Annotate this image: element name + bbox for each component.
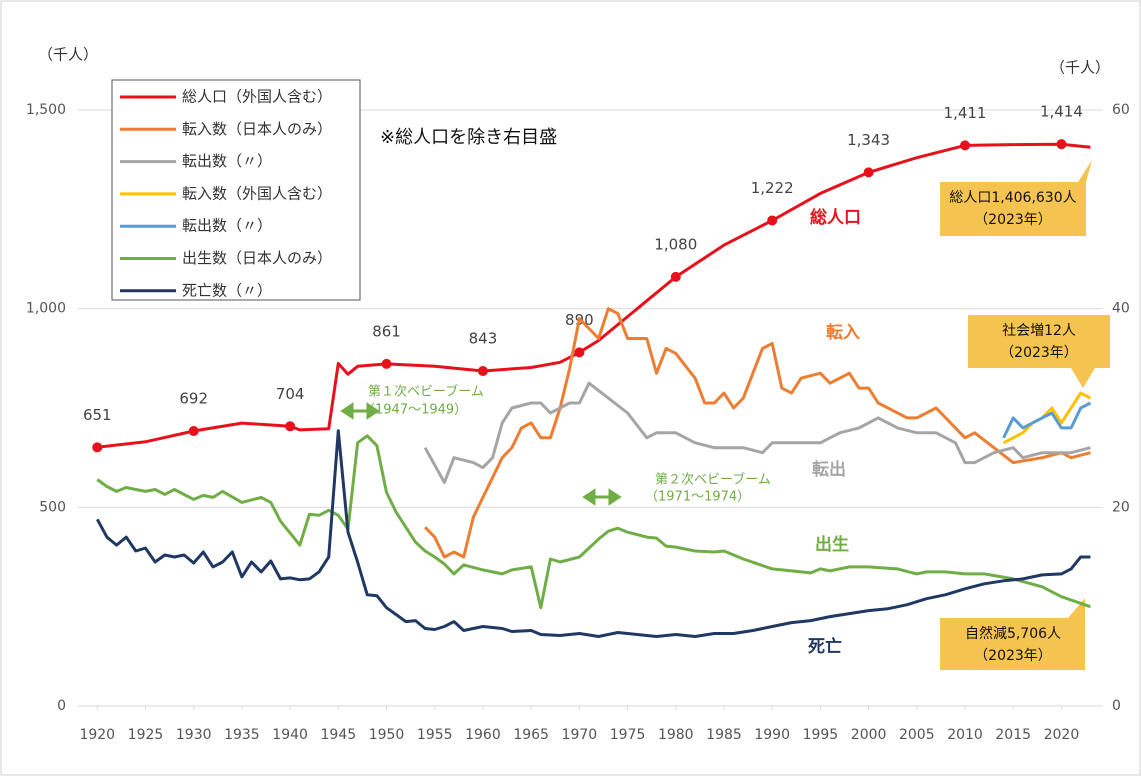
series-line	[96, 434, 1091, 610]
x-tick-label: 1980	[658, 727, 694, 743]
x-tick-label: 2020	[1044, 727, 1080, 743]
legend-box	[111, 79, 361, 301]
data-point	[863, 167, 874, 178]
baby-boom-text: （1971～1974）	[645, 490, 750, 505]
legend-label: 転入数（外国人含む）	[182, 184, 332, 202]
legend-label: 総人口（外国人含む）	[182, 88, 332, 106]
series-line	[97, 142, 1091, 449]
x-tick-label: 1935	[224, 727, 260, 743]
y2-tick-label: 60	[1112, 102, 1130, 118]
y-tick-label: 1,000	[26, 301, 66, 317]
series-label: 総人口	[810, 207, 861, 228]
legend-label: 転出数（〃）	[182, 152, 272, 170]
y-tick-label: 0	[57, 698, 66, 714]
x-tick-label: 2000	[851, 727, 887, 743]
callout-text: （2023年）	[974, 212, 1052, 228]
x-tick-label: 1985	[706, 727, 742, 743]
data-label: 843	[469, 330, 498, 348]
data-label: 692	[179, 390, 208, 408]
baby-boom-text: 第１次ベビーブーム	[368, 384, 484, 400]
data-point	[92, 442, 103, 453]
boom-arrow	[582, 488, 622, 506]
y2-tick-label: 40	[1112, 301, 1130, 317]
x-tick-label: 1925	[128, 727, 164, 743]
x-tick-label: 1995	[803, 727, 839, 743]
x-tick-label: 1990	[754, 727, 790, 743]
callout-text: 社会増12人	[1002, 323, 1076, 339]
x-tick-label: 2015	[995, 727, 1031, 743]
data-label: 861	[372, 322, 401, 340]
data-label: 1,414	[1040, 103, 1083, 121]
series-line	[1002, 401, 1092, 439]
callout	[968, 315, 1110, 388]
y-tick-label: 1,500	[26, 102, 66, 118]
x-tick-label: 1970	[562, 727, 598, 743]
x-tick-label: 1960	[465, 727, 501, 743]
callout-text: （2023年）	[1000, 345, 1078, 361]
series-label: 転入	[826, 322, 860, 343]
x-tick-label: 1930	[176, 727, 212, 743]
data-point	[767, 215, 778, 226]
y2-tick-label: 0	[1112, 698, 1121, 714]
data-point	[188, 426, 199, 437]
callout-text: （2023年）	[974, 648, 1052, 664]
y-tick-label: 500	[39, 499, 66, 515]
x-tick-label: 2005	[899, 727, 935, 743]
baby-boom-text: 第２次ベビーブーム	[655, 472, 771, 488]
series-line	[424, 307, 1091, 559]
boom-arrow	[340, 402, 380, 420]
series-line	[1002, 391, 1092, 445]
x-tick-label: 1940	[272, 727, 308, 743]
legend-label: 転出数（〃）	[182, 217, 272, 235]
legend-label: 出生数（日本人のみ）	[182, 249, 332, 267]
x-tick-label: 1945	[321, 727, 357, 743]
data-label: 1,343	[847, 131, 890, 149]
data-point	[670, 271, 681, 282]
data-point	[477, 366, 488, 377]
data-point	[381, 358, 392, 369]
data-point	[574, 347, 585, 358]
data-label: 651	[83, 406, 112, 424]
callout	[940, 160, 1092, 236]
right-axis-label: （千人）	[1050, 59, 1110, 77]
data-point	[285, 421, 296, 432]
data-label: 1,080	[654, 235, 697, 253]
left-axis-label: （千人）	[38, 46, 98, 64]
x-tick-label: 1920	[79, 727, 115, 743]
x-tick-label: 1955	[417, 727, 453, 743]
callout-text: 自然減5,706人	[965, 625, 1061, 642]
legend-label: 転入数（日本人のみ）	[182, 120, 332, 138]
series-label: 転出	[812, 459, 846, 480]
callout-text: 総人口1,406,630人	[949, 190, 1076, 206]
y2-tick-label: 20	[1112, 499, 1130, 515]
series-label: 死亡	[808, 636, 842, 657]
series-label: 出生	[815, 534, 849, 555]
note: ※総人口を除き右目盛	[380, 127, 557, 148]
data-label: 1,411	[944, 104, 987, 122]
x-tick-label: 1950	[369, 727, 405, 743]
baby-boom-text: （1947～1949）	[362, 403, 467, 418]
data-label: 1,222	[751, 179, 794, 197]
data-point	[1056, 139, 1067, 150]
series-line	[95, 429, 1091, 638]
series-line	[423, 381, 1091, 484]
data-label: 704	[276, 385, 305, 403]
data-point	[960, 140, 971, 151]
x-tick-label: 2010	[947, 727, 983, 743]
legend-label: 死亡数（〃）	[182, 281, 272, 299]
x-tick-label: 1965	[513, 727, 549, 743]
x-tick-label: 1975	[610, 727, 646, 743]
callout	[940, 598, 1085, 670]
